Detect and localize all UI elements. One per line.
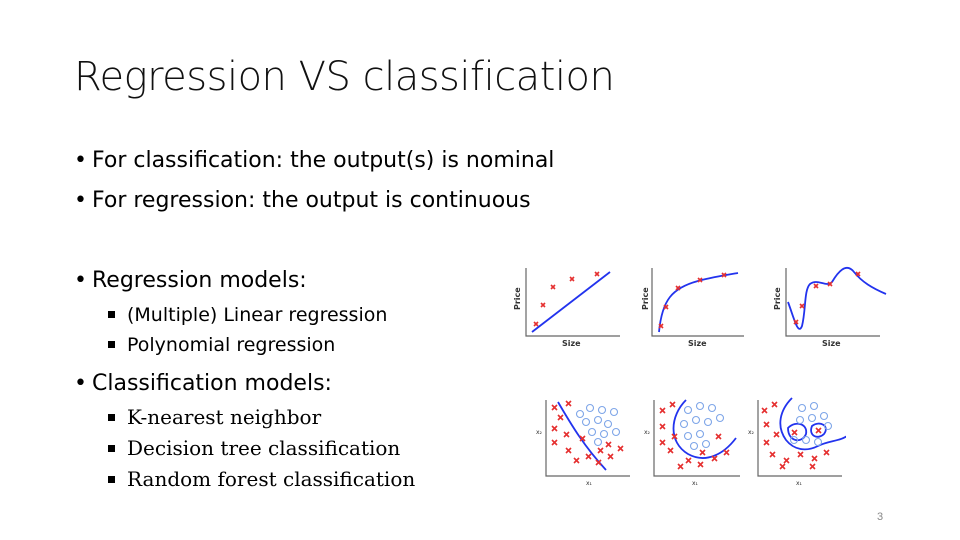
regression-item-linear: (Multiple) Linear regression bbox=[108, 304, 387, 326]
classification-item-knn: K-nearest neighbor bbox=[108, 405, 321, 429]
bullet-dot: • bbox=[74, 148, 87, 173]
plot-ylabel: Price bbox=[641, 287, 650, 310]
classification-models-heading: • Classification models: bbox=[74, 371, 332, 396]
plot-xlabel: Size bbox=[822, 339, 841, 348]
plot-xlabel: x₁ bbox=[586, 480, 593, 487]
square-bullet-icon bbox=[108, 476, 115, 483]
regression-item-polynomial: Polynomial regression bbox=[108, 334, 335, 356]
polynomial-fit-plot: Price Size bbox=[641, 268, 744, 348]
page-number: 3 bbox=[877, 511, 884, 523]
plot-ylabel: Price bbox=[513, 287, 522, 310]
square-bullet-icon bbox=[108, 341, 115, 348]
classification-item-random-forest: Random forest classification bbox=[108, 467, 415, 491]
square-bullet-icon bbox=[108, 414, 115, 421]
bullet-classification-output: • For classification: the output(s) is no… bbox=[74, 148, 555, 173]
linear-boundary-plot: x₂ x₁ bbox=[536, 400, 630, 487]
classification-item-decision-tree: Decision tree classification bbox=[108, 436, 400, 460]
plot-xlabel: x₁ bbox=[796, 480, 803, 487]
slide-title: Regression VS classification bbox=[74, 54, 615, 100]
square-bullet-icon bbox=[108, 311, 115, 318]
plot-xlabel: Size bbox=[688, 339, 707, 348]
curved-boundary-plot: x₂ x₁ bbox=[644, 399, 740, 487]
linear-fit-plot: Price Size bbox=[513, 268, 620, 348]
regression-models-heading: • Regression models: bbox=[74, 268, 307, 293]
square-bullet-icon bbox=[108, 445, 115, 452]
bullet-dot: • bbox=[74, 268, 87, 293]
plot-ylabel: x₂ bbox=[644, 429, 651, 436]
overfit-plot: Price Size bbox=[773, 267, 887, 348]
bullet-regression-output: • For regression: the output is continuou… bbox=[74, 188, 531, 213]
plot-ylabel: x₂ bbox=[536, 429, 543, 436]
regression-fit-figure: Price Size Price Size Price Size bbox=[513, 267, 887, 348]
plot-xlabel: x₁ bbox=[692, 480, 699, 487]
plot-xlabel: Size bbox=[562, 339, 581, 348]
overfit-boundary-plot: x₂ x₁ bbox=[748, 397, 846, 487]
plot-ylabel: Price bbox=[773, 287, 782, 310]
bullet-dot: • bbox=[74, 371, 87, 396]
bullet-dot: • bbox=[74, 188, 87, 213]
classification-boundary-figure: x₂ x₁ x₂ x₁ bbox=[536, 397, 846, 487]
plot-ylabel: x₂ bbox=[748, 429, 755, 436]
